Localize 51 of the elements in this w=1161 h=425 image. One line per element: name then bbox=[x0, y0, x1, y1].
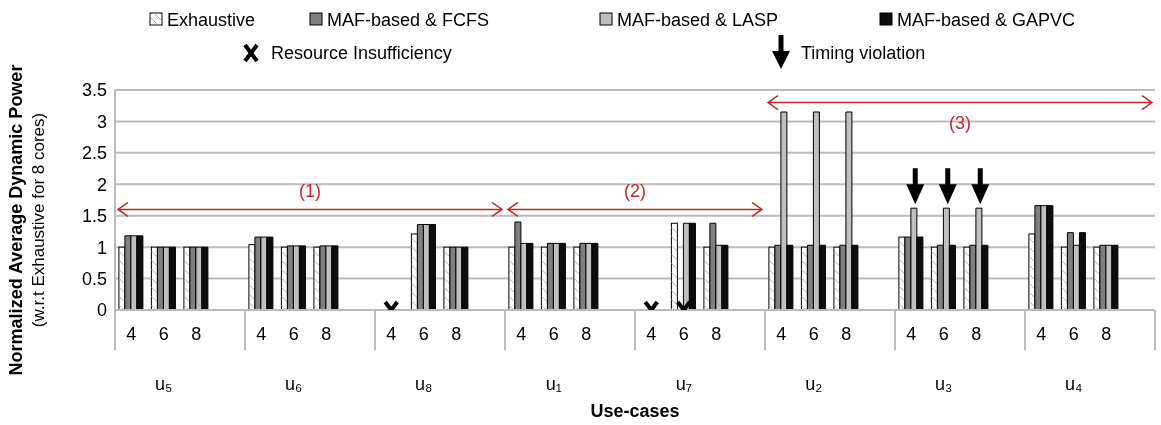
text: u₈ bbox=[415, 374, 433, 394]
legend-label: Timing violation bbox=[801, 43, 926, 63]
legend-label: Exhaustive bbox=[167, 10, 256, 30]
x-tick-label: 4 bbox=[386, 324, 397, 344]
y-tick-label: 1 bbox=[96, 237, 107, 258]
legend-label: MAF-based & GAPVC bbox=[897, 10, 1076, 30]
text: u₂ bbox=[805, 374, 823, 394]
y-tick-label: 0 bbox=[96, 300, 107, 321]
y-tick-label: 3.5 bbox=[81, 80, 107, 101]
y-tick-label: 1.5 bbox=[81, 206, 107, 227]
legend-label: MAF-based & FCFS bbox=[327, 10, 490, 30]
annotation: (2) bbox=[624, 181, 646, 202]
x-tick-label: 6 bbox=[1068, 324, 1079, 344]
x-tick-label: 6 bbox=[158, 324, 169, 344]
x-tick-label: 6 bbox=[938, 324, 949, 344]
y-tick-label: 0.5 bbox=[81, 268, 107, 289]
x-tick-label: 8 bbox=[971, 324, 982, 344]
x-tick-label: 8 bbox=[191, 324, 202, 344]
x-tick-label: 8 bbox=[451, 324, 462, 344]
y-tick-label: 2 bbox=[96, 174, 107, 195]
x-tick-label: 6 bbox=[548, 324, 559, 344]
x-tick-label: 8 bbox=[841, 324, 852, 344]
x-axis-title: Use-cases bbox=[590, 401, 680, 421]
x-tick-label: 8 bbox=[581, 324, 592, 344]
text: u₇ bbox=[675, 374, 692, 394]
annotation: (3) bbox=[949, 112, 971, 133]
text: u₅ bbox=[155, 374, 173, 394]
y-tick-label: 3 bbox=[96, 111, 107, 132]
text: u₁ bbox=[545, 374, 562, 394]
text: u₄ bbox=[1065, 374, 1083, 394]
y-tick-label: 2.5 bbox=[81, 143, 107, 164]
annotation: (1) bbox=[299, 181, 321, 202]
x-tick-label: 6 bbox=[418, 324, 429, 344]
x-tick-label: 4 bbox=[516, 324, 527, 344]
x-tick-label: 4 bbox=[776, 324, 787, 344]
x-tick-label: 6 bbox=[288, 324, 299, 344]
x-tick-label: 6 bbox=[678, 324, 689, 344]
x-tick-label: 8 bbox=[711, 324, 722, 344]
x-tick-label: 4 bbox=[906, 324, 917, 344]
text: u₆ bbox=[285, 374, 303, 394]
x-tick-label: 6 bbox=[808, 324, 819, 344]
x-tick-label: 8 bbox=[1101, 324, 1112, 344]
legend-label: Resource Insufficiency bbox=[271, 43, 452, 63]
x-tick-label: 8 bbox=[321, 324, 332, 344]
y-axis-title: Normalized Average Dynamic Power (w.r.t Exhaustive for 8 cores) bbox=[6, 64, 48, 376]
text: u₃ bbox=[935, 374, 953, 394]
x-tick-label: 4 bbox=[256, 324, 267, 344]
legend-label: MAF-based & LASP bbox=[617, 10, 779, 30]
x-tick-label: 4 bbox=[1036, 324, 1047, 344]
x-tick-label: 4 bbox=[126, 324, 137, 344]
x-tick-label: 4 bbox=[646, 324, 657, 344]
